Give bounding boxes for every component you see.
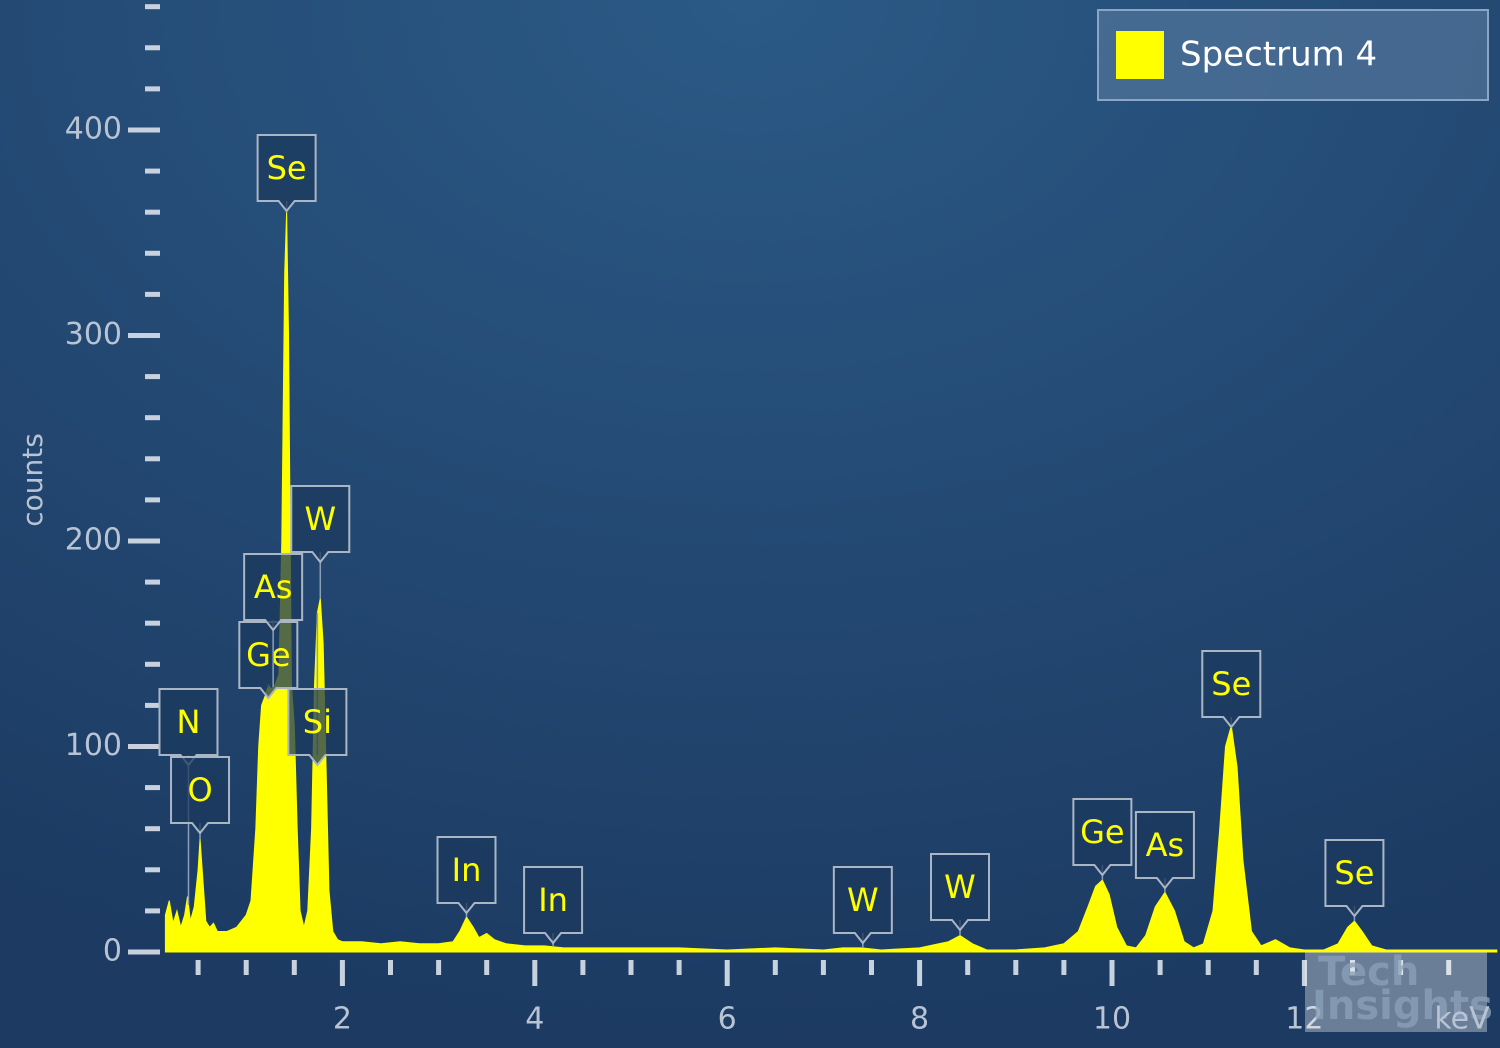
annotation-label: Se [267, 149, 307, 187]
x-tick-label: 2 [333, 1002, 352, 1037]
annotation: N [158, 688, 219, 905]
annotation: As [1134, 811, 1195, 893]
annotation-label: In [452, 851, 482, 889]
annotation: W [832, 866, 893, 948]
annotation-label: W [944, 868, 976, 906]
annotation: Ge [238, 621, 299, 700]
annotation-box [170, 756, 231, 835]
annotation: Se [1324, 839, 1385, 922]
y-tick-label: 400 [65, 111, 122, 146]
annotation-box [832, 866, 893, 945]
annotation: Ge [1072, 798, 1133, 881]
annotation-label: Ge [1080, 813, 1124, 851]
y-tick-label: 0 [103, 934, 122, 969]
annotation-label: W [847, 881, 879, 919]
annotation-box [1324, 839, 1385, 918]
annotation: In [523, 866, 584, 947]
annotation-box [243, 553, 304, 632]
watermark: Tech Insights [1305, 949, 1493, 1032]
annotation-label: Si [303, 703, 332, 741]
legend-label: Spectrum 4 [1180, 35, 1377, 75]
annotation-box [290, 485, 351, 564]
annotation-label: O [187, 771, 212, 809]
y-axis-label: counts [16, 433, 49, 527]
annotation: Se [1201, 650, 1262, 729]
annotation-box [1134, 811, 1195, 890]
annotation-box [256, 134, 317, 213]
legend-swatch [1116, 31, 1164, 79]
legend: Spectrum 4 [1097, 9, 1489, 101]
y-tick-label: 200 [65, 522, 122, 557]
annotation-label: W [304, 500, 336, 538]
annotation: W [930, 853, 991, 936]
spectrum-area [164, 212, 1498, 953]
annotation-label: Se [1211, 665, 1251, 703]
watermark-line: Tech [1318, 949, 1419, 995]
annotation-box [1201, 650, 1262, 729]
annotation-box [287, 688, 348, 767]
annotation-box [930, 853, 991, 932]
annotation: O [170, 756, 231, 839]
annotation-box [1072, 798, 1133, 877]
x-tick-label: 10 [1093, 1002, 1131, 1037]
y-tick-label: 300 [65, 317, 122, 352]
x-tick-label: 8 [910, 1002, 929, 1037]
x-tick-label: 6 [718, 1002, 737, 1037]
annotation-box [238, 621, 299, 700]
watermark-box [1305, 952, 1487, 1032]
annotation-box [436, 836, 497, 915]
x-axis-label: keV [1434, 1002, 1490, 1037]
annotation: As [243, 553, 304, 687]
annotation-label: Ge [246, 636, 290, 674]
annotation-box [523, 866, 584, 945]
annotation: Se [256, 134, 317, 213]
annotation-label: N [177, 703, 201, 741]
annotation-label: In [538, 881, 568, 919]
annotation-label: Se [1334, 854, 1374, 892]
annotation-label: As [254, 568, 293, 606]
annotation: W [290, 485, 351, 599]
annotation: Si [287, 612, 348, 767]
x-tick-label: 12 [1285, 1002, 1323, 1037]
y-tick-label: 100 [65, 728, 122, 763]
x-tick-label: 4 [525, 1002, 544, 1037]
watermark-line: Insights [1312, 983, 1493, 1029]
annotation: In [436, 836, 497, 918]
plot-area: 0 100 200 300 400 2 4 6 8 10 12 NO Ge As Se W Si In In W W Ge… [65, 4, 1498, 1037]
annotation-label: As [1146, 826, 1185, 864]
